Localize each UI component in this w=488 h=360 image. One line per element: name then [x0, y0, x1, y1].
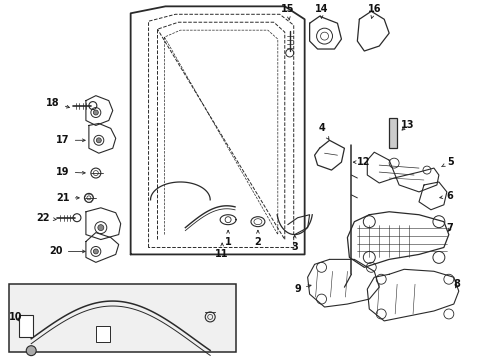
- Text: 11: 11: [215, 243, 228, 260]
- Circle shape: [93, 249, 98, 254]
- Text: 13: 13: [400, 121, 414, 130]
- Circle shape: [93, 110, 98, 115]
- Bar: [96, 326, 109, 342]
- Text: 17: 17: [56, 135, 85, 145]
- Text: 21: 21: [56, 193, 79, 203]
- Text: 8: 8: [453, 279, 460, 289]
- Bar: [9, 284, 236, 352]
- Circle shape: [98, 225, 103, 231]
- Text: 15: 15: [281, 4, 294, 20]
- Text: 3: 3: [291, 235, 298, 252]
- Text: 14: 14: [314, 4, 327, 18]
- Text: 19: 19: [56, 167, 85, 177]
- Text: 12: 12: [353, 157, 370, 167]
- Text: 18: 18: [46, 98, 69, 108]
- Text: 22: 22: [36, 213, 56, 223]
- Text: 10: 10: [9, 312, 23, 322]
- Text: 20: 20: [49, 247, 85, 256]
- Text: 9: 9: [294, 284, 310, 294]
- Text: 1: 1: [224, 230, 231, 247]
- Text: 4: 4: [318, 123, 328, 140]
- Text: 6: 6: [439, 191, 453, 201]
- Circle shape: [26, 346, 36, 356]
- Text: 2: 2: [254, 230, 261, 247]
- Text: 5: 5: [441, 157, 453, 167]
- Circle shape: [96, 138, 101, 143]
- Text: 7: 7: [446, 222, 453, 233]
- Bar: [19, 315, 33, 337]
- Text: 16: 16: [367, 4, 380, 18]
- Bar: [388, 118, 396, 148]
